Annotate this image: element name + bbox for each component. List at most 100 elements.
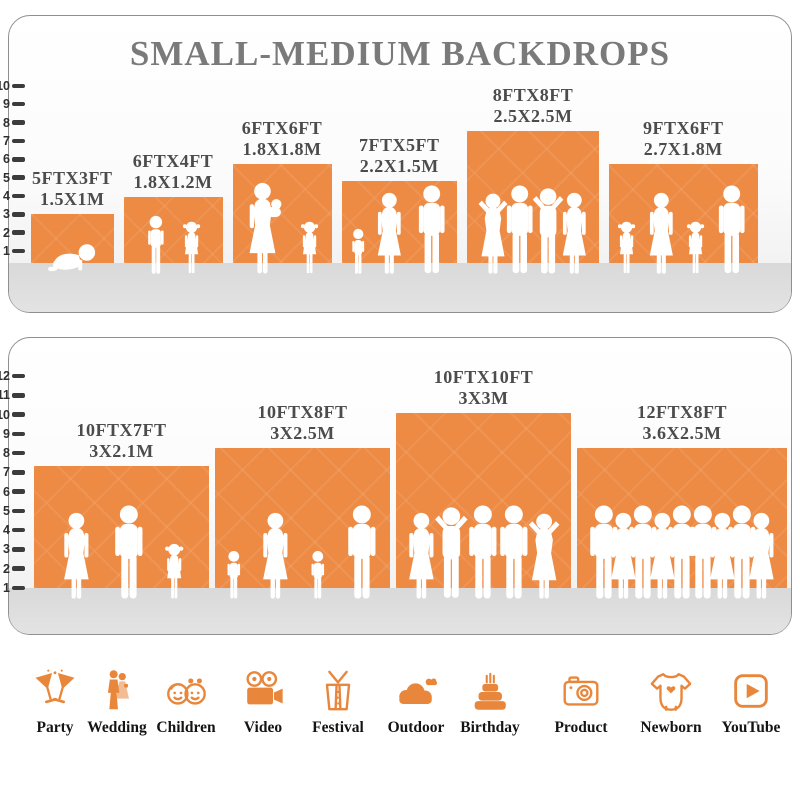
backdrop-size-ft: 10FTX7FT — [76, 419, 167, 440]
silhouette-man — [413, 185, 450, 274]
ruler-tick — [12, 230, 25, 235]
category-party: Party — [13, 668, 97, 737]
ruler-tick — [12, 248, 25, 254]
backdrop-label: 6FTX4FT 1.8X1.2M — [63, 151, 283, 193]
backdrop-size-ft: 10FTX10FT — [433, 367, 534, 387]
backdrop-size-m: 3X3M — [458, 388, 509, 408]
silhouette-woman — [644, 192, 679, 275]
ruler-number: 8 — [3, 446, 10, 461]
category-youtube: YouTube — [709, 668, 793, 737]
youtube-icon — [728, 668, 774, 714]
ruler-number: 10 — [0, 407, 10, 422]
ruler-number: 3 — [3, 542, 10, 557]
silhouette-woman — [372, 192, 407, 275]
ruler-number: 6 — [3, 484, 10, 499]
ruler-number: 7 — [3, 465, 10, 480]
ruler-tick — [12, 547, 25, 552]
silhouette-man — [109, 505, 149, 600]
ruler-tick — [12, 193, 25, 199]
category-row: Party Wedding Children Video Festival Outdoor… — [0, 668, 800, 768]
silhouette-girl — [685, 221, 706, 274]
ruler-number: 5 — [3, 503, 10, 518]
category-label: Party — [36, 719, 74, 736]
category-festival: Festival — [296, 668, 380, 737]
category-label: Festival — [312, 719, 364, 736]
ruler-tick — [12, 566, 25, 572]
ruler-number: 3 — [3, 207, 10, 222]
silhouette-woman — [257, 512, 294, 600]
backdrop-size-m: 1.8X1.8M — [242, 139, 322, 159]
birthday-icon — [467, 668, 513, 714]
backdrop-size-m: 2.5X2.5M — [493, 106, 573, 126]
ruler-number: 1 — [3, 581, 10, 595]
ruler-tick — [12, 527, 25, 533]
page-title: SMALL-MEDIUM BACKDROPS — [129, 34, 671, 73]
silhouette-child — [308, 550, 328, 599]
ruler-number: 9 — [3, 426, 10, 441]
backdrop-size-m: 3X2.5M — [270, 423, 335, 443]
category-label: YouTube — [721, 719, 781, 736]
ruler-number: 4 — [3, 523, 10, 538]
newborn-icon — [648, 668, 694, 714]
silhouette-baby-crawl — [46, 241, 98, 274]
wedding-icon — [94, 668, 140, 714]
silhouette-woman — [557, 192, 592, 275]
category-label: Children — [156, 719, 216, 736]
ruler-number: 2 — [3, 561, 10, 576]
party-icon — [32, 668, 78, 714]
backdrop-size-m: 3X2.1M — [89, 440, 154, 461]
ruler-number: 4 — [3, 188, 10, 203]
ruler-number: 9 — [3, 97, 10, 112]
category-video: Video — [221, 668, 305, 737]
ruler-tick — [12, 431, 25, 437]
ruler-tick — [12, 489, 25, 494]
panel-small-medium-bottom: 12111098765432110FTX7FT3X2.1M10FTX8FT3X2… — [0, 337, 792, 635]
backdrop-label: 12FTX8FT 3.6X2.5M — [572, 402, 792, 444]
ruler-tick — [12, 393, 25, 398]
ruler-number: 10 — [0, 78, 10, 93]
category-label: Outdoor — [387, 719, 445, 736]
ruler-number: 1 — [3, 244, 10, 258]
video-icon — [240, 668, 286, 714]
backdrop-size-ft: 8FTX8FT — [492, 85, 574, 105]
backdrop-size-ft: 6FTX4FT — [132, 151, 214, 171]
backdrop-6ftx4ft — [123, 197, 223, 263]
ruler-tick — [12, 120, 25, 125]
backdrop-label: 8FTX8FT 2.5X2.5M — [423, 85, 643, 127]
ruler-tick — [12, 450, 25, 456]
ruler-tick — [12, 412, 25, 417]
ruler-tick — [12, 83, 25, 89]
backdrop-size-ft: 12FTX8FT — [636, 402, 727, 422]
backdrop-label: 9FTX6FT 2.7X1.8M — [573, 118, 793, 160]
backdrop-size-m: 2.7X1.8M — [643, 139, 723, 159]
silhouette-woman — [743, 512, 780, 600]
backdrop-label: 10FTX7FT 3X2.1M — [12, 420, 232, 462]
ruler-number: 8 — [3, 115, 10, 130]
ruler-number: 5 — [3, 170, 10, 185]
silhouette-girl — [163, 543, 185, 599]
category-label: Video — [243, 719, 283, 736]
silhouette-child — [349, 228, 367, 274]
ruler-number: 7 — [3, 133, 10, 148]
silhouette-woman-armsup — [524, 512, 564, 600]
backdrop-size-m: 1.8X1.2M — [133, 172, 213, 192]
product-icon — [558, 668, 604, 714]
ruler-number: 11 — [0, 388, 10, 403]
ruler-tick — [12, 156, 25, 162]
ruler-tick — [12, 212, 25, 217]
silhouette-man — [713, 185, 750, 274]
ruler-tick — [12, 470, 25, 475]
category-outdoor: Outdoor — [374, 668, 458, 737]
backdrop-label: 5FTX3FT 1.5X1M — [0, 168, 182, 210]
category-birthday: Birthday — [448, 668, 532, 737]
silhouette-girl — [616, 221, 637, 274]
silhouette-girl — [181, 221, 202, 274]
category-label: Wedding — [87, 719, 147, 736]
backdrop-size-ft: 7FTX5FT — [358, 134, 440, 155]
category-wedding: Wedding — [75, 668, 159, 737]
festival-icon — [315, 668, 361, 714]
ruler-tick — [12, 101, 25, 107]
ruler-number: 2 — [3, 225, 10, 240]
silhouette-man — [342, 505, 382, 600]
